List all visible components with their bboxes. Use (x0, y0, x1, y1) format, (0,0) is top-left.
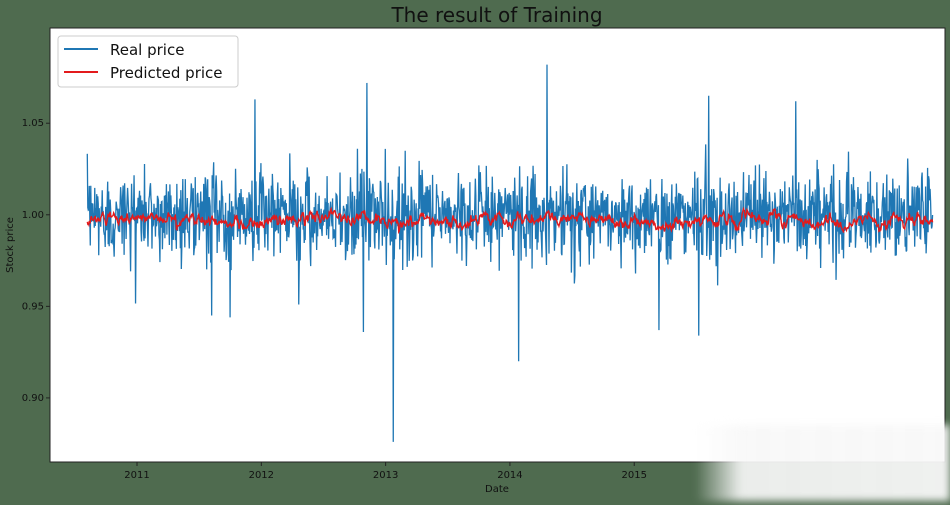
y-tick-label: 1.05 (22, 118, 44, 129)
x-tick-label: 2015 (622, 470, 647, 481)
x-axis: 2011 2012 2013 2014 2015 (124, 462, 647, 481)
y-tick-label: 0.90 (22, 393, 44, 404)
legend-predicted-label: Predicted price (110, 64, 223, 82)
x-tick-label: 2012 (249, 470, 274, 481)
real-price-line (86, 64, 934, 442)
y-axis: 0.90 0.95 1.00 1.05 (22, 118, 50, 404)
x-tick-label: 2013 (373, 470, 398, 481)
y-tick-label: 1.00 (22, 210, 44, 221)
chart-title: The result of Training (390, 3, 602, 27)
y-tick-label: 0.95 (22, 301, 44, 312)
watermark-blur (695, 425, 950, 501)
legend-box (57, 35, 239, 88)
plot-area (49, 27, 946, 463)
x-axis-label: Date (485, 484, 509, 495)
x-tick-label: 2011 (124, 470, 149, 481)
predicted-price-line (86, 206, 934, 235)
y-axis-label: Stock price (5, 217, 16, 273)
x-tick-label: 2014 (497, 470, 522, 481)
real-price-series (86, 64, 934, 442)
legend: Real price Predicted price (57, 35, 239, 88)
legend-real-label: Real price (110, 41, 184, 59)
predicted-price-series (86, 206, 934, 235)
